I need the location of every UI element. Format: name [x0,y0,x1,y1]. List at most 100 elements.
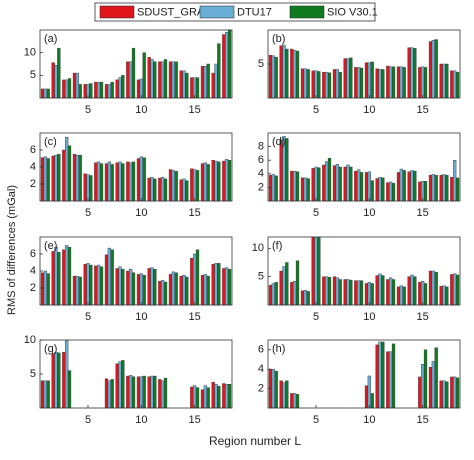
bar [439,63,443,99]
bar [97,161,101,202]
bar [450,274,454,306]
bar [364,283,369,306]
bar [67,370,72,409]
bar [153,178,157,202]
x-tick-label: 5 [85,104,91,116]
bar [222,160,226,202]
bar [131,47,136,99]
bar [142,275,146,306]
y-tick-label: 5 [258,271,264,283]
bar [203,162,207,202]
bar [67,246,72,306]
x-tick-label: 15 [417,104,429,116]
bar [107,380,111,409]
x-tick-label: 5 [313,104,319,116]
bar [72,275,77,306]
panel-label: (e) [44,240,57,252]
bar [445,63,449,99]
bar [431,361,435,409]
bar [62,79,66,99]
bar [179,70,183,99]
bar [285,138,289,202]
x-tick-label: 10 [135,311,147,323]
bar [322,71,326,99]
bar [325,276,329,306]
bar [217,43,221,99]
bar [322,164,326,202]
bar [83,173,87,202]
bar [399,66,403,99]
bar [402,170,406,202]
bar [206,275,210,306]
bar [455,177,460,202]
bar [107,84,111,99]
bar [99,81,104,99]
bar [346,279,350,306]
bar [225,267,229,306]
bar [386,279,390,306]
bar [317,71,321,99]
bar [136,158,141,202]
bar [389,66,393,99]
bar [195,387,200,409]
bar [206,164,210,202]
bar [364,172,369,202]
bar [104,84,109,99]
bar [147,268,151,306]
bar [168,61,173,99]
bar [193,77,197,99]
bar [375,178,379,202]
bar [182,70,186,99]
bar [439,286,443,306]
bar [311,70,315,99]
bar [346,164,350,202]
bar [407,171,411,202]
bar [410,47,414,99]
bar [150,267,154,306]
bar [290,48,294,99]
x-tick-label: 15 [417,311,429,323]
bar [327,157,332,202]
bar [57,47,61,99]
y-tick-label: 10 [24,47,36,59]
bar [158,177,162,202]
bar [72,72,77,99]
bar [57,252,61,306]
bar [225,384,229,409]
bar [147,177,151,202]
legend-swatch [289,5,325,19]
y-tick-label: 8 [258,141,264,153]
bar [136,79,141,99]
bar [396,172,401,202]
x-tick-label: 15 [189,311,201,323]
bar [378,69,382,99]
bar [99,266,104,306]
bar [153,61,157,99]
x-tick-label: 10 [135,104,147,116]
bar [222,34,226,99]
bar [163,281,168,306]
bar [391,343,396,409]
bar [57,352,61,409]
bar [274,370,278,409]
bar [110,249,114,306]
bar [211,72,215,99]
bar [445,381,449,409]
bar [290,393,294,409]
bar [129,162,133,202]
bar [94,162,98,202]
bar [338,279,342,306]
bar [367,62,371,99]
bar [413,48,417,99]
bar [431,270,435,306]
bar [453,159,457,202]
bar [217,386,221,409]
bar [174,171,178,202]
bar [375,275,379,306]
bar [364,385,369,409]
bar [163,59,168,99]
bar [453,376,457,409]
bar [423,67,428,99]
bar [89,264,93,306]
bar [346,58,350,99]
